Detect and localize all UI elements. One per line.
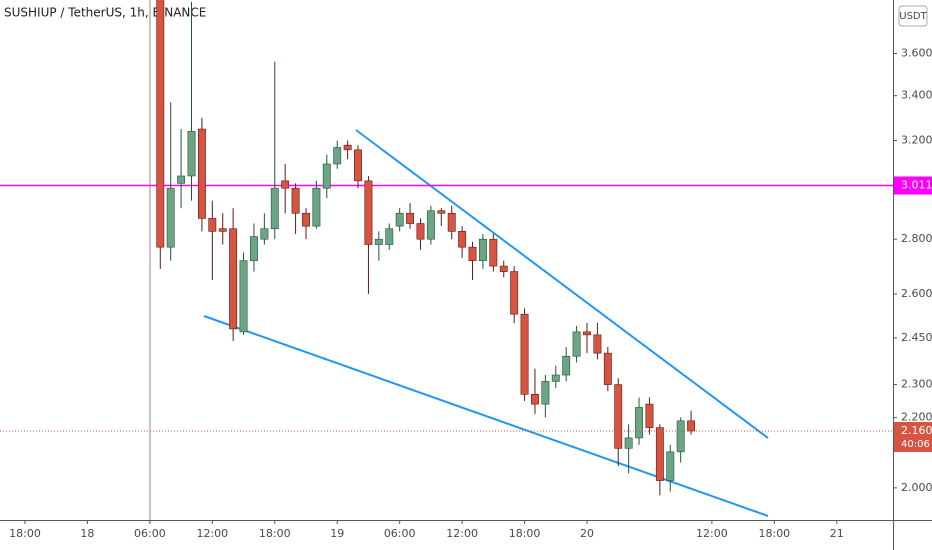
candle-body [635,407,643,439]
candle-body [333,147,342,165]
x-tick-label: 18:00 [509,527,541,540]
x-tick-label: 18 [80,527,94,540]
candle-body [218,228,227,232]
candle-body [489,238,498,267]
chart-title: SUSHIUP / TetherUS, 1h, BINANCE [4,6,206,20]
x-tick-label: 21 [830,527,844,540]
y-tick-label: 2.200 [901,410,932,423]
candle-body [250,236,258,261]
candle-body [312,187,321,227]
candle-body [395,212,404,227]
candle-body [624,437,633,449]
candle-body [510,271,519,315]
x-tick-label: 18:00 [259,527,291,540]
candle-body [260,228,269,240]
last-price-tag [894,422,932,453]
candle-body [655,427,664,481]
x-tick-label: 18:00 [758,527,790,540]
candle-body [666,451,675,481]
x-tick-label: 06:00 [134,527,166,540]
candle-body [354,149,362,182]
candle-body [572,331,581,357]
candle-body [416,223,425,240]
candle-body [343,144,352,151]
candle-body [302,212,310,227]
candle-body [478,238,487,261]
candle-body [187,131,196,177]
candle-body [583,331,591,336]
trend-line-lower[interactable] [203,315,769,517]
candle-body [239,260,248,333]
y-tick-label: 2.450 [901,331,932,344]
candle-body [197,128,206,219]
candle-body [458,231,467,248]
candle-body [270,187,279,230]
y-tick-label: 3.600 [901,46,932,59]
y-tick-label: 2.800 [901,232,932,245]
candle-body [374,238,383,245]
y-tick-label: 3.200 [901,134,932,147]
trend-line-upper[interactable] [355,129,769,439]
candle-body [468,246,477,261]
candle-body [166,187,175,248]
candle-body [229,228,238,330]
x-tick-label: 18:00 [9,527,41,540]
candle-body [177,175,186,184]
y-tick-label: 2.300 [901,378,932,391]
horizontal-line-label: 3.011 [901,179,932,192]
candle-body [531,394,539,405]
y-tick-label: 3.400 [901,89,932,102]
y-tick-label: 2.600 [901,287,932,300]
candle-body [364,180,373,245]
x-tick-label: 12:00 [696,527,728,540]
x-tick-label: 19 [330,527,344,540]
candle-body [156,0,165,248]
candle-body [437,210,446,214]
candle-body [562,355,571,376]
candle-body [281,180,290,189]
candle-body [499,265,508,272]
currency-label[interactable]: USDT [899,11,927,22]
currency-box[interactable] [898,5,928,27]
candle-body [385,228,394,245]
x-tick-label: 12:00 [196,527,228,540]
candle-body [426,210,435,240]
candle-body [603,352,612,385]
x-tick-label: 20 [580,527,594,540]
candle-body [208,218,217,232]
candle-body [687,420,696,432]
candle-body [291,187,300,214]
candle-body [447,212,456,232]
candle-body [322,163,331,189]
candle-body [676,420,685,453]
candle-body [520,313,529,395]
countdown-label: 40:06 [901,439,930,450]
x-tick-label: 06:00 [384,527,416,540]
last-price-label: 2.160 [901,424,932,437]
candle-body [406,212,415,224]
x-tick-label: 12:00 [446,527,478,540]
candle-body [645,403,654,428]
candle-body [614,384,623,449]
candle-body [551,374,560,382]
candle-body [593,334,602,354]
candle-body [541,381,550,405]
y-tick-label: 2.000 [901,481,932,494]
horizontal-line-tag [894,176,932,195]
